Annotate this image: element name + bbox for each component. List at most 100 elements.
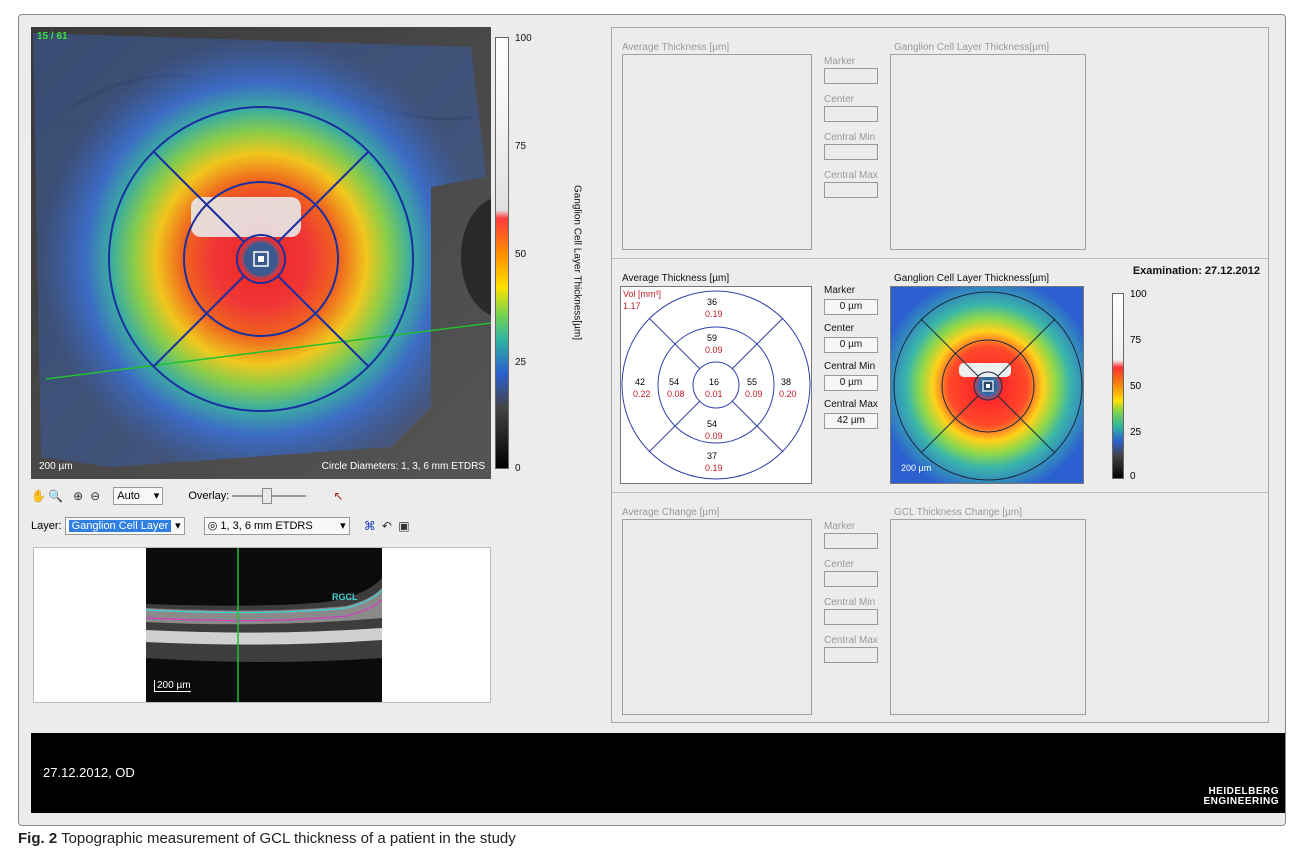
- sector-thickness: 54: [707, 419, 718, 429]
- metric-label: Marker: [824, 56, 856, 67]
- section-divider: [612, 492, 1268, 493]
- frame-counter: 15 / 61: [37, 31, 68, 42]
- colorbar-tick: 50: [515, 249, 527, 260]
- thickness-map-viewer[interactable]: 15 / 61 200 µm Circle Diameters: 1, 3, 6…: [31, 27, 491, 479]
- gcl-thickness-map[interactable]: 200 µm: [890, 286, 1084, 484]
- analysis-panel: Average Thickness [µm] Marker Center Cen…: [611, 27, 1269, 723]
- metric-label: Central Max: [824, 399, 878, 410]
- zoom-mode-select[interactable]: Auto ▾: [113, 487, 164, 505]
- overlay-label: Overlay:: [188, 490, 230, 502]
- mini-colorbar: [1112, 293, 1124, 479]
- oct-bscan-image[interactable]: RGCL 200 µm: [146, 548, 382, 702]
- map-scale-label: 200 µm: [901, 463, 932, 473]
- mini-colorbar-tick: 25: [1130, 427, 1142, 438]
- app-window: 15 / 61 200 µm Circle Diameters: 1, 3, 6…: [31, 27, 1283, 733]
- metric-label: Central Max: [824, 170, 878, 181]
- examination-date: Examination: 27.12.2012: [1132, 265, 1260, 277]
- mini-colorbar-tick: 75: [1130, 335, 1142, 346]
- etdrs-thickness-grid: Vol [mm³] 1.17 3: [620, 286, 812, 484]
- metric-value: [824, 68, 878, 84]
- metric-value: [824, 144, 878, 160]
- exam-date-eye: 27.12.2012, OD: [43, 765, 135, 780]
- metric-label: Central Max: [824, 635, 878, 646]
- colorbar-tick: 75: [515, 141, 527, 152]
- gcl-map-box: [890, 54, 1086, 250]
- thickness-colorbar: [495, 37, 509, 469]
- fit-icon[interactable]: ⌘: [363, 519, 376, 533]
- grid-value: 1, 3, 6 mm ETDRS: [220, 520, 313, 532]
- oct-bscan-graphic: [146, 548, 382, 702]
- metric-label: Central Min: [824, 361, 876, 372]
- central-min-value: 0 µm: [824, 375, 878, 391]
- oct-bscan-panel: RGCL 200 µm: [33, 547, 491, 703]
- hand-pan-icon[interactable]: ✋: [31, 489, 46, 503]
- section-title: GCL Thickness Change [µm]: [894, 507, 1023, 518]
- metric-label: Center: [824, 94, 855, 105]
- gcl-change-box: [890, 519, 1086, 715]
- sector-volume: 0.09: [745, 389, 763, 399]
- save-icon[interactable]: ▣: [398, 519, 410, 533]
- sector-thickness: 38: [781, 377, 792, 387]
- heidelberg-logo: HEIDELBERG ENGINEERING: [1203, 787, 1279, 807]
- chevron-down-icon: ▾: [340, 520, 346, 532]
- metric-value: [824, 106, 878, 122]
- sector-thickness: 55: [747, 377, 758, 387]
- mini-colorbar-tick: 50: [1130, 381, 1142, 392]
- zoom-mode-value: Auto: [117, 490, 140, 502]
- sector-thickness: 54: [669, 377, 680, 387]
- zoom-in-icon[interactable]: ⊕: [73, 489, 84, 503]
- sector-thickness: 42: [635, 377, 646, 387]
- sector-thickness: 36: [707, 297, 718, 307]
- brand-line: HEIDELBERG: [1208, 786, 1279, 797]
- section-title: Ganglion Cell Layer Thickness[µm]: [894, 273, 1050, 284]
- status-footer: 27.12.2012, OD HEIDELBERG ENGINEERING: [31, 733, 1285, 813]
- section-title: Ganglion Cell Layer Thickness[µm]: [894, 42, 1050, 53]
- target-icon: ◎: [207, 520, 218, 532]
- figure-caption: Fig. 2 Topographic measurement of GCL th…: [18, 830, 516, 847]
- sector-volume: 0.09: [705, 431, 723, 441]
- etdrs-grid-graphic: [621, 290, 811, 480]
- undo-icon[interactable]: ↶: [381, 519, 392, 533]
- oct-scale-label: 200 µm: [154, 680, 191, 692]
- layer-toolbar: Layer: Ganglion Cell Layer ▾ ◎ 1, 3, 6 m…: [31, 517, 491, 539]
- grid-select[interactable]: ◎ 1, 3, 6 mm ETDRS ▾: [203, 517, 350, 535]
- metric-label: Marker: [824, 285, 856, 296]
- metric-label: Center: [824, 559, 855, 570]
- chevron-down-icon: ▾: [175, 520, 181, 532]
- circle-diameters-label: Circle Diameters: 1, 3, 6 mm ETDRS: [321, 461, 485, 472]
- colorbar-tick: 100: [515, 33, 532, 44]
- metric-value: [824, 647, 878, 663]
- scale-bar-label: 200 µm: [39, 461, 73, 472]
- section-title: Average Thickness [µm]: [622, 273, 730, 284]
- sector-volume: 0.19: [705, 309, 723, 319]
- sector-thickness: 37: [707, 451, 718, 461]
- average-change-box: [622, 519, 812, 715]
- colorbar-label: Ganglion Cell Layer Thickness[µm]: [571, 184, 583, 341]
- zoom-out-icon[interactable]: ⊖: [90, 489, 101, 503]
- volume-label: Vol [mm³]: [623, 289, 662, 299]
- metric-value: [824, 533, 878, 549]
- previous-exam-section: Average Thickness [µm] Marker Center Cen…: [612, 28, 1268, 260]
- sector-thickness: 16: [709, 377, 720, 387]
- colorbar-tick: 0: [515, 463, 521, 474]
- thickness-map-graphic: [31, 27, 491, 479]
- average-thickness-box: [622, 54, 812, 250]
- metric-value: [824, 571, 878, 587]
- metric-value: [824, 609, 878, 625]
- reset-pointer-icon[interactable]: ↖: [333, 489, 344, 503]
- layer-select[interactable]: Ganglion Cell Layer ▾: [64, 517, 185, 535]
- zoom-icon[interactable]: 🔍: [48, 489, 64, 503]
- metric-label: Marker: [824, 521, 856, 532]
- figure-frame: 15 / 61 200 µm Circle Diameters: 1, 3, 6…: [18, 14, 1286, 826]
- current-exam-section: Examination: 27.12.2012 Average Thicknes…: [612, 259, 1268, 491]
- sector-volume: 0.22: [633, 389, 651, 399]
- change-section: Average Change [µm] Marker Center Centra…: [612, 493, 1268, 725]
- overlay-slider[interactable]: [232, 488, 307, 504]
- sector-volume: 0.20: [779, 389, 797, 399]
- sector-volume: 0.19: [705, 463, 723, 473]
- section-title: Average Change [µm]: [622, 507, 720, 518]
- metric-value: [824, 182, 878, 198]
- mini-colorbar-tick: 0: [1130, 471, 1136, 482]
- layer-label: Layer:: [31, 520, 62, 532]
- layer-value: Ganglion Cell Layer: [68, 520, 172, 532]
